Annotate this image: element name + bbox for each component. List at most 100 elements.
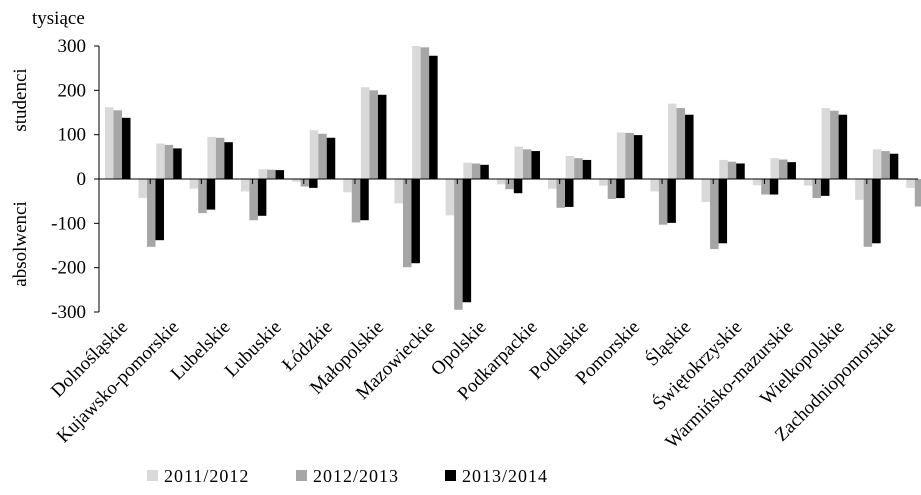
bar-studenci-2011-2012-3 xyxy=(258,169,268,179)
legend-label: 2011/2012 xyxy=(164,466,249,486)
bar-studenci-2012-2013-13 xyxy=(778,159,788,179)
bar-studenci-2012-2013-9 xyxy=(574,158,583,179)
bar-studenci-2012-2013-2 xyxy=(215,137,225,179)
y-tick-label: -100 xyxy=(51,213,86,234)
bar-absolwenci-2011-2012-2 xyxy=(240,179,250,192)
y-unit-label: tysiące xyxy=(32,8,85,29)
bar-absolwenci-2012-2013-1 xyxy=(198,179,207,214)
bar-absolwenci-2011-2012-15 xyxy=(906,179,915,188)
bar-absolwenci-2013-2014-4 xyxy=(360,179,369,221)
bar-studenci-2012-2013-1 xyxy=(164,144,174,179)
bar-studenci-2013-2014-15 xyxy=(889,153,899,179)
bar-studenci-2013-2014-12 xyxy=(736,163,745,179)
bar-studenci-2011-2012-12 xyxy=(719,159,728,179)
bar-studenci-2013-2014-5 xyxy=(377,94,387,179)
bar-absolwenci-2011-2012-5 xyxy=(394,179,403,204)
bar-absolwenci-2013-2014-14 xyxy=(872,179,881,244)
bar-studenci-2011-2012-7 xyxy=(463,162,472,179)
bar-studenci-2011-2012-14 xyxy=(821,108,831,179)
bar-absolwenci-2013-2014-0 xyxy=(155,179,164,241)
legend-label: 2012/2013 xyxy=(313,466,399,486)
y-tick-label: -300 xyxy=(51,302,86,323)
absolwenci-label: absolwenci xyxy=(10,201,31,286)
bar-studenci-2013-2014-1 xyxy=(173,148,182,179)
bar-absolwenci-2011-2012-14 xyxy=(855,179,864,200)
legend-swatch xyxy=(445,470,456,481)
legend: 2011/2012 2012/2013 2013/2014 xyxy=(147,466,547,486)
legend-swatch xyxy=(296,470,307,481)
bar-absolwenci-2013-2014-8 xyxy=(565,179,574,207)
category-label: Świętokrzyskie xyxy=(648,316,746,414)
bar-studenci-2012-2013-0 xyxy=(113,110,122,179)
bar-studenci-2011-2012-0 xyxy=(105,107,114,179)
category-label: Lubuskie xyxy=(221,317,286,382)
bar-absolwenci-2011-2012-11 xyxy=(701,179,711,203)
bar-studenci-2012-2013-11 xyxy=(676,108,686,179)
bar-absolwenci-2012-2013-7 xyxy=(505,179,514,190)
legend-swatch xyxy=(147,470,158,481)
bar-studenci-2013-2014-2 xyxy=(224,142,233,179)
bar-studenci-2011-2012-1 xyxy=(156,143,165,179)
bar-absolwenci-2012-2013-0 xyxy=(147,179,156,247)
bar-absolwenci-2012-2013-13 xyxy=(812,179,821,199)
bar-studenci-2011-2012-8 xyxy=(514,146,523,179)
bar-studenci-2011-2012-4 xyxy=(309,130,319,179)
bar-absolwenci-2012-2013-12 xyxy=(761,179,770,195)
bar-absolwenci-2011-2012-0 xyxy=(138,179,147,199)
bar-absolwenci-2012-2013-14 xyxy=(863,179,873,247)
bar-studenci-2013-2014-8 xyxy=(531,151,540,179)
bar-studenci-2013-2014-3 xyxy=(275,170,285,179)
bar-studenci-2013-2014-13 xyxy=(787,162,796,179)
bar-absolwenci-2013-2014-9 xyxy=(616,179,625,199)
bar-absolwenci-2012-2013-8 xyxy=(556,179,565,208)
bar-absolwenci-2012-2013-6 xyxy=(454,179,463,310)
bar-studenci-2011-2012-10 xyxy=(616,132,626,179)
bar-studenci-2011-2012-11 xyxy=(668,103,677,179)
bar-absolwenci-2013-2014-2 xyxy=(257,179,267,216)
bar-absolwenci-2013-2014-7 xyxy=(513,179,523,194)
bar-studenci-2013-2014-10 xyxy=(633,135,643,179)
bars xyxy=(98,46,921,310)
bar-studenci-2012-2013-7 xyxy=(471,163,481,179)
bar-studenci-2013-2014-11 xyxy=(685,114,694,179)
bar-absolwenci-2011-2012-3 xyxy=(292,179,301,182)
bar-absolwenci-2012-2013-3 xyxy=(300,179,310,187)
bar-absolwenci-2013-2014-3 xyxy=(309,179,318,188)
bar-absolwenci-2011-2012-13 xyxy=(803,179,813,186)
category-labels: DolnośląskieKujawsko-pomorskieLubelskieL… xyxy=(47,316,900,453)
bar-absolwenci-2012-2013-2 xyxy=(249,179,258,221)
y-tick-label: 0 xyxy=(77,169,87,190)
bar-studenci-2013-2014-9 xyxy=(582,159,592,179)
bar-absolwenci-2012-2013-5 xyxy=(402,179,412,268)
bar-studenci-2011-2012-5 xyxy=(360,87,370,179)
bar-studenci-2013-2014-0 xyxy=(122,117,131,179)
bar-studenci-2012-2013-6 xyxy=(420,47,430,179)
y-tick-label: -200 xyxy=(51,258,86,279)
bar-studenci-2012-2013-10 xyxy=(625,132,634,179)
bar-absolwenci-2013-2014-13 xyxy=(820,179,830,196)
y-tick-label: 300 xyxy=(58,36,87,57)
y-tick-label: 100 xyxy=(58,125,87,146)
bar-absolwenci-2011-2012-9 xyxy=(599,179,608,186)
bar-absolwenci-2011-2012-1 xyxy=(189,179,199,189)
y-axis-ticks: 300 200 100 0 -100 -200 -300 xyxy=(51,36,99,323)
bar-studenci-2012-2013-3 xyxy=(267,169,276,179)
bar-studenci-2011-2012-6 xyxy=(412,46,421,179)
bar-studenci-2011-2012-9 xyxy=(565,155,575,179)
bar-absolwenci-2012-2013-10 xyxy=(658,179,668,225)
bar-absolwenci-2011-2012-8 xyxy=(548,179,557,189)
bar-absolwenci-2012-2013-11 xyxy=(710,179,719,250)
bar-absolwenci-2013-2014-10 xyxy=(667,179,676,223)
bar-absolwenci-2012-2013-4 xyxy=(351,179,361,223)
bar-studenci-2013-2014-7 xyxy=(480,164,489,179)
bar-absolwenci-2013-2014-5 xyxy=(411,179,420,264)
bar-absolwenci-2012-2013-9 xyxy=(607,179,617,199)
bar-studenci-2013-2014-14 xyxy=(838,114,848,179)
bar-absolwenci-2011-2012-4 xyxy=(343,179,352,193)
bar-absolwenci-2011-2012-12 xyxy=(752,179,762,186)
bar-studenci-2012-2013-5 xyxy=(369,90,378,179)
bar-absolwenci-2011-2012-6 xyxy=(445,179,455,216)
bar-studenci-2011-2012-13 xyxy=(770,158,779,179)
bar-absolwenci-2011-2012-10 xyxy=(650,179,659,192)
